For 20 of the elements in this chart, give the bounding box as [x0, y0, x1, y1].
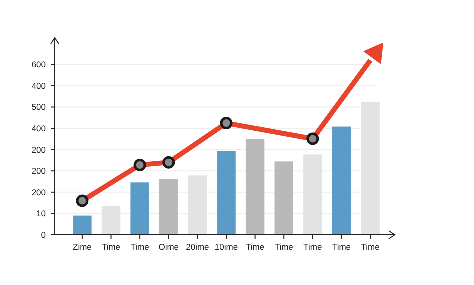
text: 400 — [32, 124, 46, 134]
x-tick-label: 20ime — [186, 242, 210, 252]
x-tick-label: Time — [274, 242, 294, 252]
text: 400 — [32, 80, 46, 91]
x-tick-label: Zime — [73, 242, 92, 252]
x-tick-label: Time — [361, 242, 380, 252]
text: 500 — [32, 102, 46, 112]
text: 600 — [32, 60, 46, 70]
text: 200 — [32, 144, 46, 155]
text: 200 — [32, 166, 46, 176]
x-tick-label: Time — [304, 242, 322, 252]
text: 0 — [41, 230, 46, 240]
x-tick-label: Time — [332, 242, 352, 252]
text: 10 — [36, 208, 46, 219]
x-tick-label: 10ime — [214, 242, 238, 252]
text: 200 — [32, 187, 46, 198]
x-tick-label: Oime — [158, 242, 180, 252]
x-tick-label: Time — [246, 242, 265, 252]
x-tick-label: Time — [102, 242, 121, 252]
x-tick-label: Time — [130, 242, 150, 252]
